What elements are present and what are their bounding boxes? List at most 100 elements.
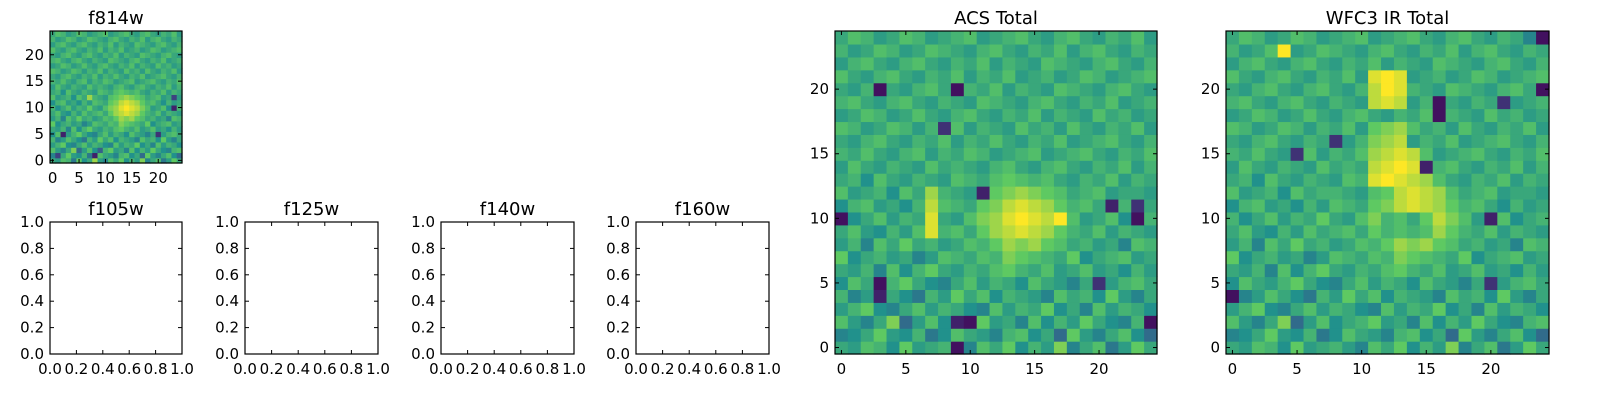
heatmap-cell (1458, 108, 1473, 123)
x-tick-label: 1.0 (170, 360, 194, 378)
heatmap-cell (1066, 289, 1081, 303)
heatmap-cell (92, 104, 99, 111)
heatmap-cell (1066, 341, 1081, 355)
heatmap-cell (1053, 276, 1068, 290)
heatmap-cell (176, 94, 183, 101)
heatmap-cell (92, 157, 99, 164)
heatmap-cell (1105, 315, 1119, 329)
heatmap-cell (81, 126, 88, 132)
heatmap-cell (1381, 186, 1395, 200)
heatmap-cell (123, 67, 130, 74)
heatmap-cell (1238, 31, 1253, 45)
heatmap-cell (1316, 82, 1330, 97)
heatmap-cell (1523, 108, 1537, 123)
heatmap-cell (1264, 121, 1279, 135)
heatmap-cell (938, 82, 952, 97)
heatmap-cell (118, 67, 125, 74)
heatmap-cell (835, 160, 849, 174)
heatmap-cell (976, 341, 991, 355)
heatmap-cell (1510, 147, 1524, 161)
heatmap-cell (1226, 198, 1240, 213)
heatmap-cell (886, 341, 900, 355)
heatmap-cell (1419, 108, 1434, 123)
heatmap-cell (1041, 315, 1055, 329)
heatmap-cell (65, 120, 72, 127)
heatmap-cell (129, 73, 136, 80)
heatmap-cell (847, 82, 862, 97)
heatmap-cell (1419, 69, 1434, 84)
heatmap-cell (150, 99, 157, 106)
heatmap-cell (118, 73, 125, 80)
y-tick-label: 0.4 (606, 292, 630, 310)
heatmap-cell (976, 263, 991, 278)
heatmap-cell (113, 73, 120, 80)
axes-frame (244, 221, 379, 355)
heatmap-cell (847, 31, 862, 45)
heatmap-cell (1092, 341, 1107, 355)
heatmap-cell (1471, 31, 1485, 45)
heatmap-cell (1002, 173, 1016, 187)
x-tick-label: 10 (1352, 360, 1371, 378)
heatmap-cell (899, 276, 913, 290)
heatmap-cell (1226, 173, 1240, 187)
heatmap-cell (86, 99, 93, 106)
y-tick-label: 0.0 (215, 345, 239, 363)
heatmap-cell (1523, 160, 1537, 174)
heatmap-cell (1303, 108, 1318, 123)
heatmap-cell (108, 67, 114, 74)
heatmap-cell (1497, 43, 1511, 58)
heatmap-cell (1471, 173, 1485, 187)
heatmap-cell (1523, 82, 1537, 97)
heatmap-cell (145, 157, 151, 164)
heatmap-cell (1432, 250, 1447, 265)
heatmap-cell (1079, 69, 1094, 84)
heatmap-cell (1092, 237, 1107, 252)
heatmap-cell (60, 141, 67, 148)
heatmap-cell (139, 41, 146, 48)
heatmap-cell (71, 36, 77, 43)
heatmap-cell (886, 276, 900, 290)
heatmap-cell (1316, 31, 1330, 45)
heatmap-cell (1226, 82, 1240, 97)
heatmap-cell (1118, 108, 1132, 123)
heatmap-cell (1355, 211, 1369, 226)
heatmap-cell (1342, 43, 1356, 58)
heatmap-cell (108, 41, 114, 48)
heatmap-cell (1251, 134, 1266, 148)
heatmap-cell (1053, 341, 1068, 355)
heatmap-cell (1041, 160, 1055, 174)
heatmap-cell (1523, 186, 1537, 200)
heatmap-cell (71, 46, 77, 53)
heatmap-cell (1251, 328, 1266, 342)
heatmap-cell (97, 78, 104, 85)
heatmap-cell (1066, 328, 1081, 342)
heatmap-cell (102, 89, 109, 95)
axes-frame (440, 221, 575, 355)
x-tick-label: 20 (1481, 360, 1500, 378)
panel-title: WFC3 IR Total (1326, 8, 1449, 29)
heatmap-cell (1523, 263, 1537, 278)
heatmap-cell (1144, 263, 1158, 278)
heatmap-cell (1079, 263, 1094, 278)
heatmap-cell (1251, 69, 1266, 84)
heatmap-cell (1393, 147, 1408, 161)
heatmap-cell (950, 95, 965, 110)
x-tick-label: 1.0 (366, 360, 390, 378)
heatmap-cell (139, 110, 146, 117)
heatmap-cell (139, 152, 146, 159)
heatmap-cell (65, 157, 72, 164)
heatmap-cell (963, 289, 978, 303)
heatmap-cell (1393, 69, 1408, 84)
heatmap-cell (1290, 341, 1305, 355)
heatmap-cell (1355, 31, 1369, 45)
heatmap-cell (1277, 69, 1292, 84)
heatmap-cell (976, 31, 991, 45)
heatmap-cell (155, 115, 162, 122)
heatmap-cell (950, 186, 965, 200)
heatmap-cell (938, 56, 952, 71)
heatmap-cell (1393, 276, 1408, 290)
heatmap-cell (1368, 160, 1382, 174)
heatmap-cell (1432, 263, 1447, 278)
heatmap-cell (1226, 95, 1240, 110)
heatmap-cell (92, 78, 99, 85)
